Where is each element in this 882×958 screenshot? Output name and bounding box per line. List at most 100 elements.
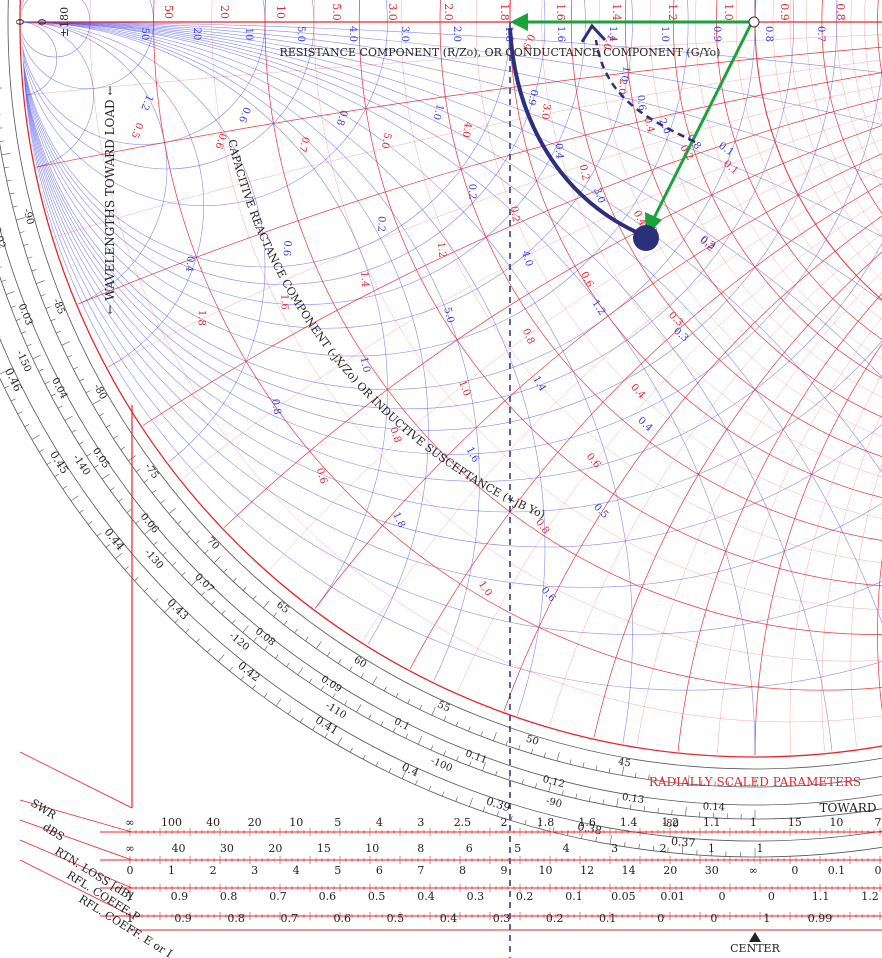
top-left-label: 0 bbox=[14, 19, 27, 26]
fine-reactance-arc bbox=[821, 21, 882, 755]
reactance-scale-label: -75 bbox=[142, 462, 160, 481]
ring-tick bbox=[151, 489, 157, 494]
ring-tick bbox=[299, 717, 304, 723]
ring-tick bbox=[283, 620, 288, 626]
swr-value: 1.6 bbox=[578, 816, 596, 829]
blue-grid-label: 1.0 bbox=[358, 356, 372, 374]
red-grid-label: 1.6 bbox=[279, 294, 290, 310]
red-grid-label: 0.2 bbox=[508, 206, 521, 223]
top-blue-label: 0.9 bbox=[711, 26, 722, 42]
row-label-line bbox=[19, 799, 133, 833]
ring-tick bbox=[1, 152, 11, 156]
ring-tick bbox=[143, 479, 149, 483]
ring-tick bbox=[186, 530, 191, 535]
ring-tick bbox=[297, 667, 304, 676]
ring-tick bbox=[287, 709, 292, 715]
red-grid-label: 0.6 bbox=[213, 132, 228, 150]
ring-tick bbox=[118, 498, 123, 502]
ring-tick bbox=[681, 844, 684, 854]
ring-tick bbox=[40, 294, 46, 297]
ring-tick bbox=[602, 799, 605, 805]
susceptance-arc bbox=[22, 21, 429, 755]
ring-tick bbox=[92, 399, 101, 405]
green-arrowhead-left bbox=[510, 13, 528, 31]
ring-tick bbox=[368, 714, 372, 720]
ring-tick bbox=[191, 578, 199, 586]
top-red-label: 1.2 bbox=[666, 3, 679, 21]
swr-value: 15 bbox=[788, 816, 802, 829]
dbs-value: 8 bbox=[417, 842, 424, 855]
ring-tick bbox=[124, 566, 129, 571]
ring-tick bbox=[206, 648, 211, 653]
ring-tick bbox=[392, 727, 396, 733]
rfl-p-value: 0.4 bbox=[417, 890, 435, 903]
ring-tick bbox=[174, 618, 179, 623]
resistance-title: RESISTANCE COMPONENT (R/Zo), OR CONDUCTA… bbox=[280, 46, 721, 59]
ring-tick bbox=[356, 704, 362, 713]
rfl-e-value: 0.6 bbox=[334, 912, 352, 925]
ring-tick bbox=[39, 449, 44, 453]
ring-tick bbox=[320, 686, 324, 691]
ring-tick bbox=[73, 366, 78, 370]
fine-reactance-arc bbox=[877, 21, 882, 755]
top-left-label: ±180 bbox=[58, 7, 71, 37]
ring-tick bbox=[0, 140, 5, 142]
green-arrow-diagonal bbox=[650, 21, 754, 223]
ring-tick bbox=[27, 256, 33, 259]
ring-tick bbox=[652, 845, 655, 851]
ring-tick bbox=[6, 179, 12, 182]
navy-arc bbox=[508, 27, 646, 238]
rtn-loss-value: 14 bbox=[622, 864, 636, 877]
row-label-line bbox=[19, 819, 133, 861]
ring-tick bbox=[575, 793, 578, 799]
ring-tick bbox=[15, 217, 25, 221]
ring-tick bbox=[144, 587, 149, 592]
reactance-scale-label: -90 bbox=[21, 208, 36, 226]
rfl-e-value: 0.2 bbox=[546, 912, 564, 925]
ring-tick bbox=[630, 804, 632, 810]
row-label-line bbox=[19, 859, 133, 917]
red-grid-label: 0.8 bbox=[387, 426, 403, 445]
ring-tick bbox=[468, 726, 471, 732]
fine-resistance-circle bbox=[673, 0, 882, 431]
ring-tick bbox=[168, 507, 177, 514]
blue-grid-label: 3.0 bbox=[591, 186, 607, 205]
ring-tick bbox=[1, 279, 7, 282]
fine-reactance-arc bbox=[153, 21, 882, 755]
susceptance-arc bbox=[22, 21, 546, 755]
ring-tick bbox=[569, 759, 572, 765]
ring-tick bbox=[263, 600, 270, 609]
scale-ring bbox=[7, 0, 882, 770]
ring-tick bbox=[616, 797, 619, 807]
ring-tick bbox=[135, 468, 141, 472]
ring-tick bbox=[23, 243, 29, 246]
ring-tick bbox=[252, 684, 256, 690]
rfl-e-value: 0.9 bbox=[174, 912, 192, 925]
ring-tick bbox=[482, 806, 486, 812]
scale-ring bbox=[0, 337, 882, 842]
rfl-e-value: 1 bbox=[127, 912, 134, 925]
susceptance-arc bbox=[22, 21, 94, 170]
ring-tick bbox=[648, 774, 650, 780]
ring-tick bbox=[344, 700, 348, 706]
ring-tick bbox=[518, 744, 521, 750]
blue-grid-label: 4.0 bbox=[519, 249, 534, 267]
capacitive-label: CAPACITIVE REACTANCE COMPONENT (-jX/Zo) … bbox=[225, 138, 547, 521]
ring-tick bbox=[431, 707, 436, 716]
ring-tick bbox=[12, 205, 18, 208]
rfl-e-value: 0 bbox=[657, 912, 664, 925]
rfl-p-value: 0.6 bbox=[319, 890, 337, 903]
red-grid-label: 2.0 bbox=[616, 78, 628, 95]
ring-tick bbox=[64, 415, 73, 421]
ring-tick bbox=[624, 841, 626, 847]
ring-tick bbox=[401, 770, 407, 779]
ring-tick bbox=[50, 318, 56, 322]
resistance-circle bbox=[715, 0, 882, 410]
angle-label: -80 bbox=[662, 818, 679, 831]
ring-tick bbox=[10, 398, 16, 402]
swr-value: 100 bbox=[161, 816, 182, 829]
blue-grid-label: 0.6 bbox=[236, 105, 252, 124]
ring-tick bbox=[85, 390, 91, 394]
fine-resistance-circle bbox=[772, 0, 882, 381]
ring-tick bbox=[443, 716, 447, 721]
